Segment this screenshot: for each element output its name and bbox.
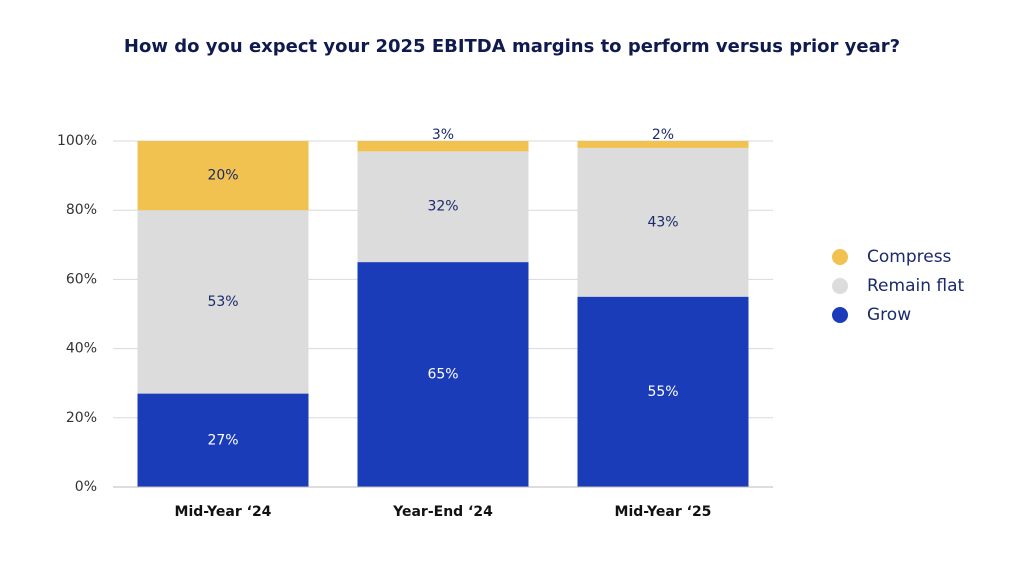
- bar-segment: [137, 393, 309, 487]
- legend-label: Remain flat: [867, 276, 965, 296]
- bar-segment: [137, 141, 309, 211]
- value-label: 27%: [207, 432, 238, 448]
- x-tick-label: Mid-Year ‘24: [175, 504, 272, 520]
- bar-segment: [357, 141, 529, 152]
- legend-marker: [832, 278, 848, 294]
- y-tick-label: 60%: [66, 271, 97, 287]
- bar-segment: [137, 210, 309, 394]
- y-tick-label: 0%: [75, 479, 97, 495]
- value-label: 65%: [427, 367, 458, 383]
- y-tick-label: 20%: [66, 410, 97, 426]
- bar-segment: [577, 141, 749, 148]
- value-label: 20%: [207, 168, 238, 184]
- bar-segment: [357, 151, 529, 263]
- bar-segment: [577, 296, 749, 487]
- chart-title: How do you expect your 2025 EBITDA margi…: [124, 36, 900, 57]
- value-label: 2%: [652, 127, 674, 143]
- legend-label: Grow: [867, 305, 911, 325]
- y-tick-label: 80%: [66, 202, 97, 218]
- value-label: 55%: [647, 384, 678, 400]
- legend-marker: [832, 249, 848, 265]
- legend-label: Compress: [867, 247, 952, 267]
- x-tick-label: Year-End ‘24: [392, 504, 493, 520]
- y-tick-label: 100%: [57, 133, 97, 149]
- x-tick-label: Mid-Year ‘25: [615, 504, 712, 520]
- legend-marker: [832, 307, 848, 323]
- value-label: 53%: [207, 294, 238, 310]
- y-tick-label: 40%: [66, 341, 97, 357]
- value-label: 3%: [432, 127, 454, 143]
- value-label: 43%: [647, 214, 678, 230]
- bar-segment: [577, 147, 749, 297]
- bar-segment: [357, 262, 529, 487]
- value-label: 32%: [427, 199, 458, 215]
